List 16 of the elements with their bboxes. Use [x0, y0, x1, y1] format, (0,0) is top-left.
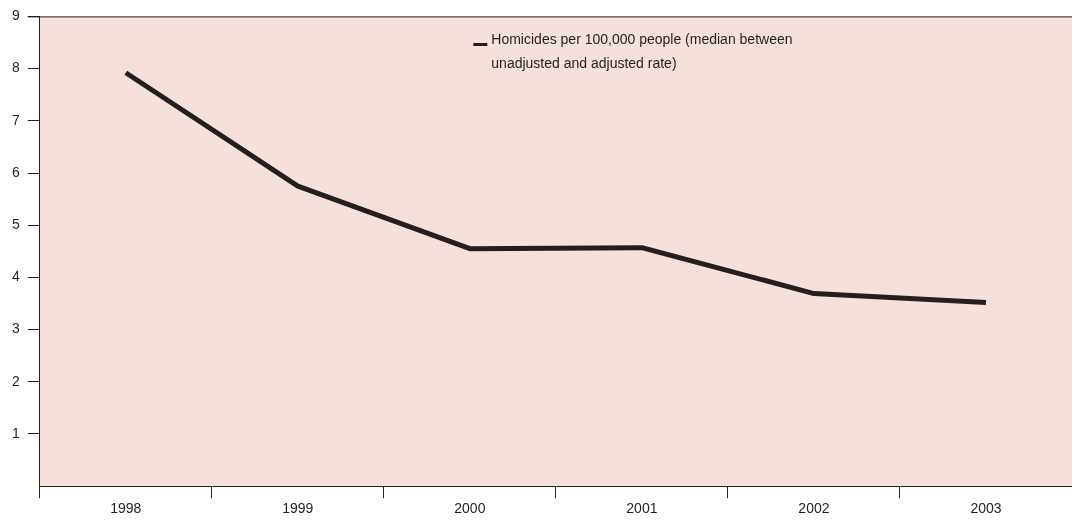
y-tick-label: 9 — [11, 7, 20, 24]
y-tick-label: 6 — [11, 163, 20, 180]
y-tick-label: 5 — [11, 216, 20, 233]
x-tick-label: 2000 — [454, 500, 486, 517]
y-tick-label: 8 — [11, 59, 20, 76]
y-tick-label: 4 — [11, 268, 20, 285]
legend-label: Homicides per 100,000 people (median between unadjusted and adjusted rate) — [491, 31, 793, 72]
x-tick-label: 2002 — [798, 500, 830, 517]
x-tick-label: 1999 — [282, 500, 314, 517]
y-tick-label: 1 — [11, 424, 20, 441]
x-tick-label: 1998 — [110, 500, 142, 517]
y-tick-label: 7 — [11, 111, 20, 128]
y-tick-label: 2 — [11, 372, 20, 389]
x-tick-label: 2001 — [626, 500, 658, 517]
x-tick-label: 2003 — [970, 500, 1002, 517]
y-tick-label: 3 — [11, 320, 20, 337]
